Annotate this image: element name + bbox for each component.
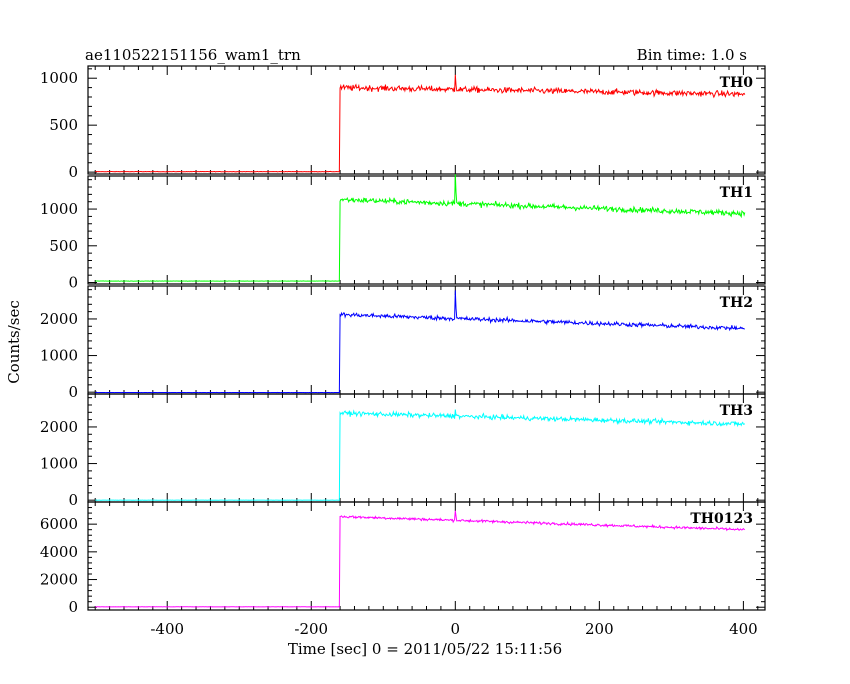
y-tick-label: 0 [68,598,78,616]
y-tick-label: 0 [68,383,78,401]
y-tick-label: 2000 [40,418,78,436]
y-tick-label: 1000 [40,455,78,473]
panel-th2: 0 1000 2000 TH2 [40,285,766,401]
panel-th1: 0 500 1000 TH1 [40,174,766,292]
series-line-th0123 [95,510,746,608]
y-tick-label: 4000 [40,543,78,561]
panel-label-th2: TH2 [720,295,753,311]
series-line-th1 [95,174,746,282]
y-tick-label: 0 [68,491,78,509]
x-tick-label: 200 [585,620,614,638]
panel-label-th1: TH1 [720,185,753,201]
x-tick-label: 0 [451,620,461,638]
panel-frame [87,175,766,285]
y-tick-label: 0 [68,274,78,292]
series-line-th3 [95,409,746,501]
y-tick-label: 0 [68,163,78,181]
y-tick-label: 1000 [40,347,78,365]
panel-frame [87,285,766,395]
x-tick-label: -400 [150,620,184,638]
y-tick-label: 2000 [40,310,78,328]
panel-frame [87,501,766,611]
panel-frame [87,65,766,175]
bin-time-label: Bin time: 1.0 s [637,46,747,64]
y-tick-label: 1000 [40,200,78,218]
x-axis-title: Time [sec] 0 = 2011/05/22 15:11:56 [288,640,562,658]
panel-th0123: 0 2000 4000 6000 TH0123 [40,501,766,616]
panel-label-th0: TH0 [720,75,754,91]
series-line-th2 [95,290,745,394]
x-tick-label: 400 [729,620,758,638]
panel-th0: 0 500 1000 TH0 [40,65,766,181]
y-tick-label: 500 [49,237,78,255]
y-axis-title: Counts/sec [5,300,23,384]
panel-th3: 0 1000 2000 TH3 [40,393,766,509]
chart-title: ae110522151156_wam1_trn [85,46,301,64]
y-tick-label: 2000 [40,571,78,589]
panel-label-th0123: TH0123 [690,511,753,527]
panel-frame [87,393,766,503]
panel-label-th3: TH3 [720,403,753,419]
series-line-th0 [95,74,746,173]
x-tick-label: -200 [294,620,328,638]
y-tick-label: 500 [49,116,78,134]
y-tick-label: 1000 [40,69,78,87]
y-tick-label: 6000 [40,515,78,533]
